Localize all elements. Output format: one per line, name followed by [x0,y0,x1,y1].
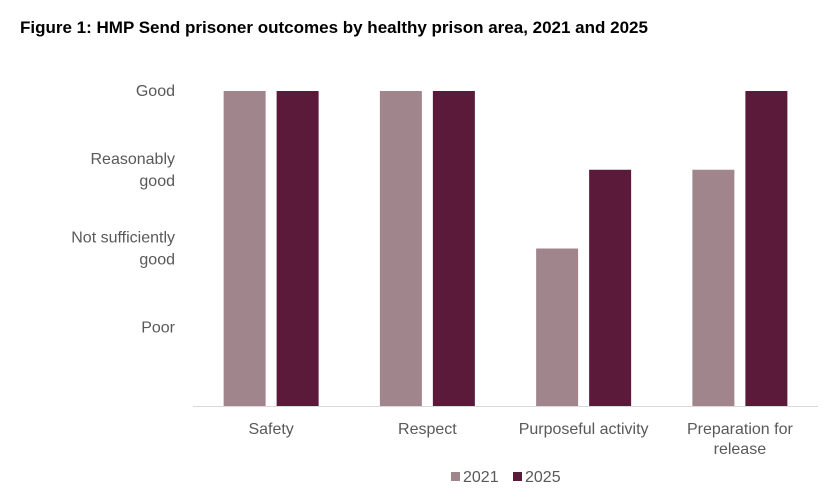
x-tick-label: release [714,441,767,458]
y-tick-label: Reasonably [91,151,176,168]
bar-2025-1 [432,91,475,406]
bar-2025-0 [276,91,319,406]
y-tick-label: good [139,252,175,269]
bar-2021-3 [692,169,735,406]
bar-2025-3 [745,91,788,406]
x-tick-label: Safety [248,421,293,438]
y-tick-label: good [139,173,175,190]
legend-label-2025: 2025 [525,469,561,486]
legend-label-2021: 2021 [463,469,499,486]
x-tick-label: Preparation for [687,421,794,438]
chart-title: Figure 1: HMP Send prisoner outcomes by … [20,18,648,37]
legend-swatch-2025 [513,472,522,481]
bar-2025-2 [589,169,632,406]
bar-2021-0 [223,91,266,406]
bar-2021-2 [536,248,579,406]
bar-2021-1 [379,91,422,406]
x-tick-label: Respect [398,421,457,438]
y-tick-label: Poor [141,319,175,336]
x-tick-label: Purposeful activity [519,421,649,438]
y-tick-label: Good [136,83,175,100]
legend-swatch-2021 [451,472,460,481]
y-tick-label: Not sufficiently [71,230,175,247]
